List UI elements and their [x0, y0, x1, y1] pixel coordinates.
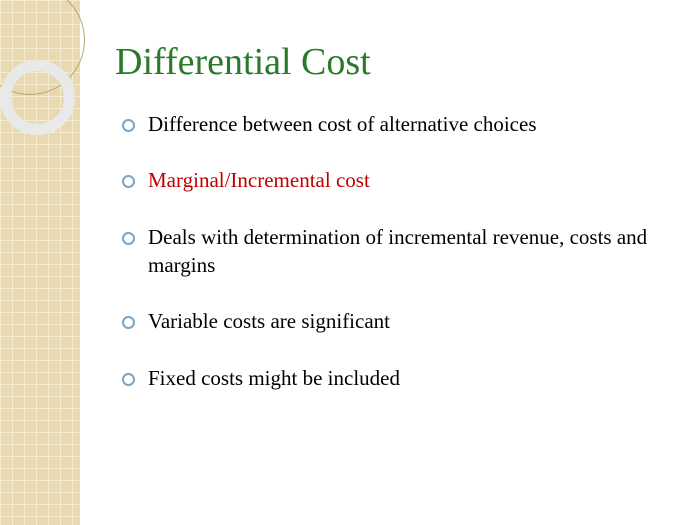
list-item: Marginal/Incremental cost: [120, 166, 660, 194]
slide-title: Differential Cost: [115, 40, 371, 84]
bullet-text: Deals with determination of incremental …: [148, 225, 647, 277]
list-item: Variable costs are significant: [120, 307, 660, 335]
list-item: Fixed costs might be included: [120, 364, 660, 392]
bullet-text: Marginal/Incremental cost: [148, 168, 370, 192]
bullet-text: Difference between cost of alternative c…: [148, 112, 537, 136]
bullet-text: Variable costs are significant: [148, 309, 390, 333]
list-item: Difference between cost of alternative c…: [120, 110, 660, 138]
bullet-text: Fixed costs might be included: [148, 366, 400, 390]
decorative-circle-thick: [0, 60, 75, 135]
bullet-list: Difference between cost of alternative c…: [120, 110, 660, 420]
list-item: Deals with determination of incremental …: [120, 223, 660, 280]
